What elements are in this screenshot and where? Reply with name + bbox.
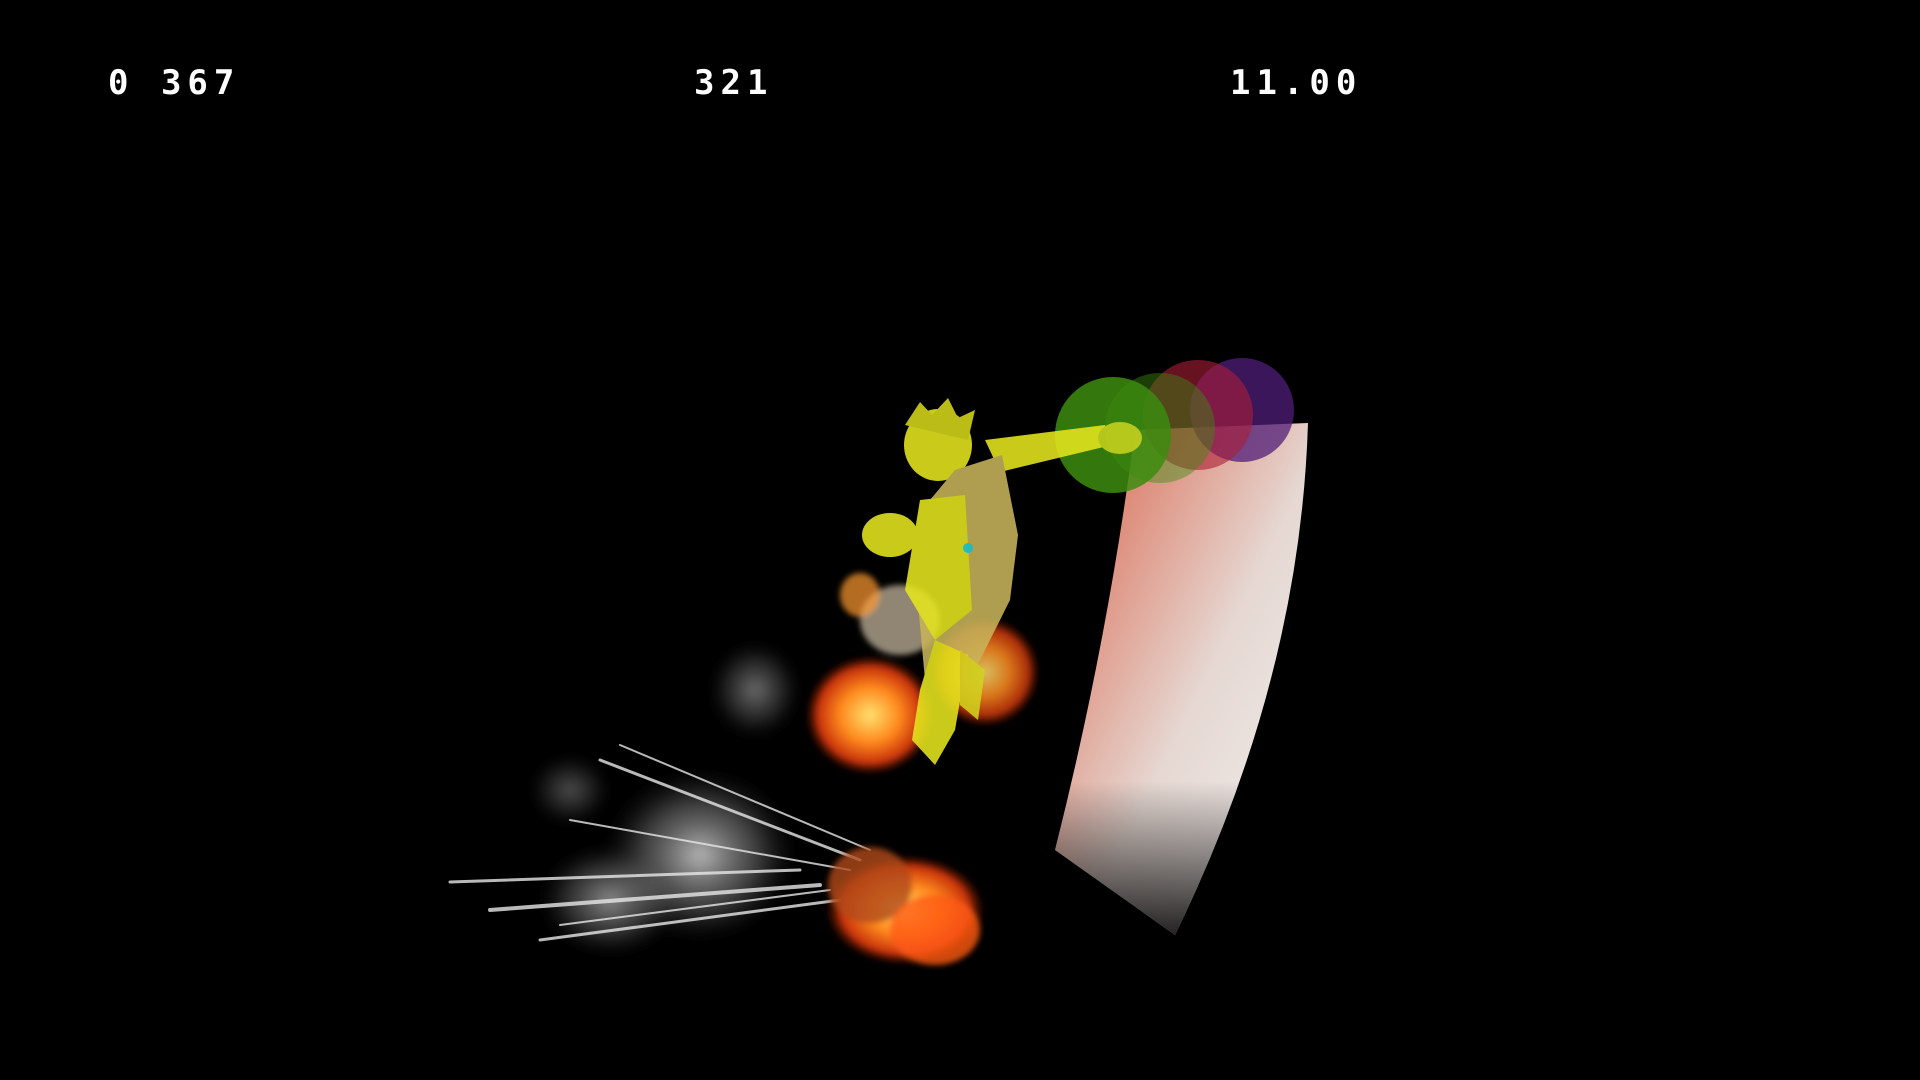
speed-lines-effect <box>448 744 871 942</box>
fire-explosion-lower <box>825 847 985 965</box>
sword-trail-effect <box>1055 423 1308 935</box>
smoke-effect <box>530 642 800 955</box>
match-timer: 11.00 <box>1230 63 1363 103</box>
hitbox-bubbles <box>1055 358 1294 493</box>
fighter-character <box>862 398 1142 765</box>
frame-counter: 0 367 <box>108 63 241 103</box>
frame-index: 321 <box>694 63 774 103</box>
